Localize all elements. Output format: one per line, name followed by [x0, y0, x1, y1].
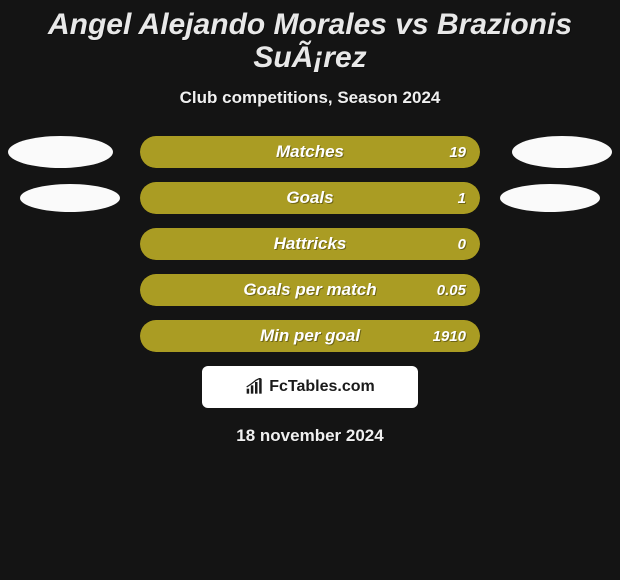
player1-avatar-top — [8, 136, 113, 168]
comparison-widget: Angel Alejando Morales vs Brazionis SuÃ¡… — [0, 0, 620, 580]
stat-label: Goals — [140, 188, 480, 208]
stat-row-matches: Matches 19 — [140, 136, 480, 168]
stat-value: 19 — [449, 144, 466, 161]
stat-row-hattricks: Hattricks 0 — [140, 228, 480, 260]
stat-value: 1 — [458, 190, 466, 207]
player2-avatar-bottom — [500, 184, 600, 212]
footer-date: 18 november 2024 — [0, 426, 620, 446]
player1-avatar-bottom — [20, 184, 120, 212]
stats-area: Matches 19 Goals 1 Hattricks 0 Goals per… — [0, 136, 620, 352]
stat-label: Min per goal — [140, 326, 480, 346]
subtitle: Club competitions, Season 2024 — [0, 88, 620, 108]
chart-icon — [245, 378, 265, 396]
stat-row-goals: Goals 1 — [140, 182, 480, 214]
stat-label: Matches — [140, 142, 480, 162]
stat-value: 0.05 — [437, 282, 466, 299]
page-title: Angel Alejando Morales vs Brazionis SuÃ¡… — [0, 0, 620, 76]
stat-value: 0 — [458, 236, 466, 253]
stat-rows: Matches 19 Goals 1 Hattricks 0 Goals per… — [140, 136, 480, 352]
source-badge-text: FcTables.com — [269, 378, 375, 396]
source-badge[interactable]: FcTables.com — [202, 366, 418, 408]
stat-label: Hattricks — [140, 234, 480, 254]
player2-avatar-top — [512, 136, 612, 168]
stat-value: 1910 — [433, 328, 466, 345]
stat-label: Goals per match — [140, 280, 480, 300]
stat-row-goals-per-match: Goals per match 0.05 — [140, 274, 480, 306]
stat-row-min-per-goal: Min per goal 1910 — [140, 320, 480, 352]
